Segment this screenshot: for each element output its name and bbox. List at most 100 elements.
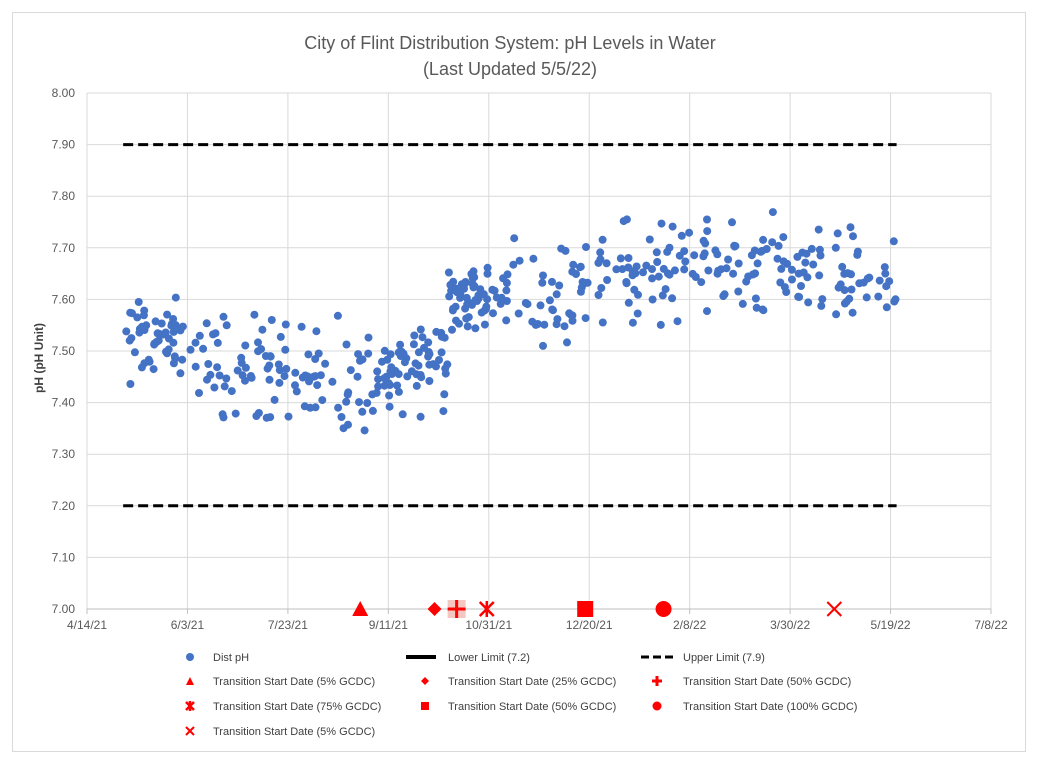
ph-point: [163, 310, 172, 319]
ph-point: [151, 317, 160, 326]
ph-point: [443, 360, 452, 369]
ph-point: [502, 286, 511, 295]
ph-point: [451, 302, 460, 311]
ph-point: [690, 251, 699, 260]
ph-point: [673, 317, 682, 326]
ph-point: [529, 254, 538, 263]
ph-point: [380, 346, 389, 355]
ph-point: [855, 279, 864, 288]
ph-point: [523, 300, 532, 309]
transition-marker-x: [826, 601, 843, 617]
ph-point: [463, 322, 472, 331]
ph-point: [882, 282, 891, 291]
ph-point: [125, 336, 134, 345]
ph-point: [483, 269, 492, 278]
ph-point: [489, 309, 497, 318]
ph-point: [479, 290, 488, 299]
ph-point: [463, 300, 472, 309]
ph-point: [448, 325, 456, 334]
legend-t6-circle-icon: [652, 701, 662, 711]
transition-marker-plus: [447, 600, 466, 618]
ph-point: [665, 270, 674, 279]
ph-point: [176, 326, 185, 335]
ph-point: [602, 259, 611, 268]
ph-point: [284, 412, 293, 421]
ph-point: [311, 355, 320, 363]
ph-point: [291, 368, 300, 377]
legend-lower-limit-label: Lower Limit (7.2): [448, 652, 530, 664]
ph-point: [462, 314, 471, 323]
ph-point: [483, 263, 492, 272]
ph-point: [157, 319, 166, 328]
ph-point: [659, 264, 668, 273]
ph-point: [306, 403, 315, 412]
ph-point: [652, 248, 661, 257]
ph-point: [814, 225, 823, 234]
y-tick-label: 7.00: [52, 602, 76, 616]
x-tick-label: 2/8/22: [673, 618, 707, 632]
ph-point: [396, 340, 405, 349]
ph-point: [622, 215, 631, 224]
ph-chart: City of Flint Distribution System: pH Le…: [32, 33, 1008, 738]
x-tick-label: 10/31/21: [465, 618, 512, 632]
ph-point: [403, 372, 412, 381]
ph-point: [576, 263, 584, 272]
ph-point: [420, 343, 428, 352]
y-tick-label: 7.40: [52, 396, 76, 410]
ph-point: [227, 387, 236, 396]
ph-point: [780, 283, 789, 292]
ph-point: [561, 246, 570, 255]
transition-marker-star: [478, 601, 495, 617]
legend-t6-label: Transition Start Date (100% GCDC): [683, 701, 857, 713]
ph-point: [515, 256, 524, 265]
ph-point: [363, 399, 372, 407]
ph-point: [440, 333, 449, 342]
ph-point: [848, 308, 857, 317]
ph-point: [266, 352, 275, 361]
ph-point: [624, 298, 633, 307]
ph-point: [480, 320, 489, 329]
ph-point: [267, 316, 276, 324]
ph-point: [553, 315, 562, 324]
ph-point: [663, 247, 672, 256]
ph-point: [444, 268, 453, 277]
ph-point: [210, 383, 219, 392]
ph-point: [677, 231, 686, 240]
legend-item-upper-limit: Upper Limit (7.9): [641, 652, 765, 664]
ph-point: [409, 340, 418, 349]
ph-point: [386, 350, 395, 359]
y-axis-title: pH (pH Unit): [32, 323, 46, 393]
ph-point: [510, 234, 519, 243]
ph-point: [657, 219, 666, 228]
ph-point: [788, 275, 796, 284]
ph-point: [843, 269, 852, 278]
ph-point: [540, 320, 549, 329]
ph-point: [126, 380, 135, 388]
ph-point: [218, 410, 227, 419]
ph-point: [215, 371, 224, 380]
ph-point: [334, 403, 343, 412]
ph-point: [455, 319, 463, 328]
legend-t3-plus-icon: [652, 676, 662, 686]
y-tick-label: 7.90: [52, 138, 76, 152]
ph-point: [441, 369, 450, 378]
ph-point: [171, 293, 180, 302]
ph-point: [603, 276, 612, 284]
ph-point: [412, 370, 421, 379]
ph-point: [597, 284, 606, 292]
ph-point: [280, 372, 289, 381]
ph-point: [759, 235, 768, 244]
y-tick-labels: 7.00 7.10 7.20 7.30 7.40 7.50 7.60 7.70 7.80 7.90…: [52, 86, 76, 616]
ph-point: [213, 363, 222, 372]
ph-point: [337, 413, 346, 421]
ph-point: [874, 292, 883, 301]
legend-t1-label: Transition Start Date (5% GCDC): [213, 676, 375, 688]
ph-point: [685, 228, 694, 237]
ph-point: [502, 316, 511, 325]
ph-point: [355, 398, 363, 407]
ph-point: [170, 352, 179, 361]
ph-point: [563, 338, 571, 347]
ph-point: [734, 287, 743, 296]
ph-point: [680, 265, 689, 274]
legend-t7-x-icon: [185, 726, 195, 736]
